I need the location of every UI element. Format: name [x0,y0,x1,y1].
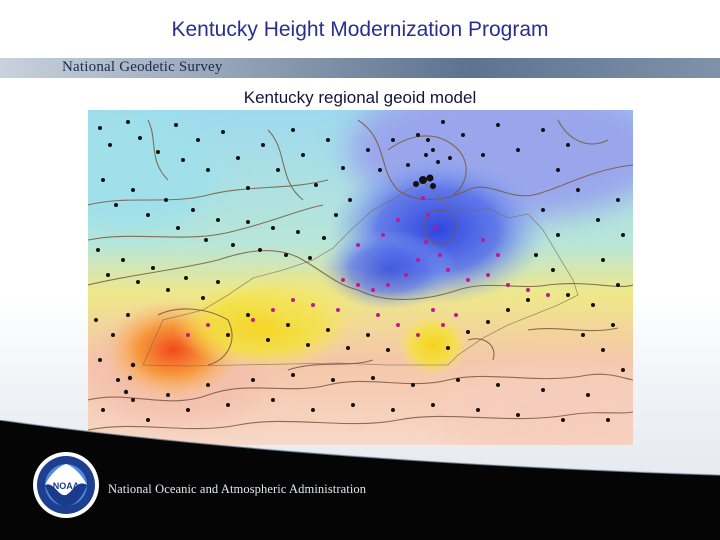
noaa-logo-icon: NOAA [33,452,99,518]
kentucky-outline [142,181,579,367]
map-title: Kentucky regional geoid model [243,88,477,107]
header-band: National Geodetic Survey [0,58,720,78]
slide-title: Kentucky Height Modernization Program [171,18,549,41]
state-points [186,196,550,337]
agency-name: National Oceanic and Atmospheric Adminis… [108,482,367,496]
header-band-label: National Geodetic Survey [62,59,223,75]
gps-points [94,120,625,422]
footer-swoosh [0,420,720,540]
geoid-map [88,110,633,445]
noaa-logo-text: NOAA [53,481,80,491]
contour-lines [88,119,633,431]
